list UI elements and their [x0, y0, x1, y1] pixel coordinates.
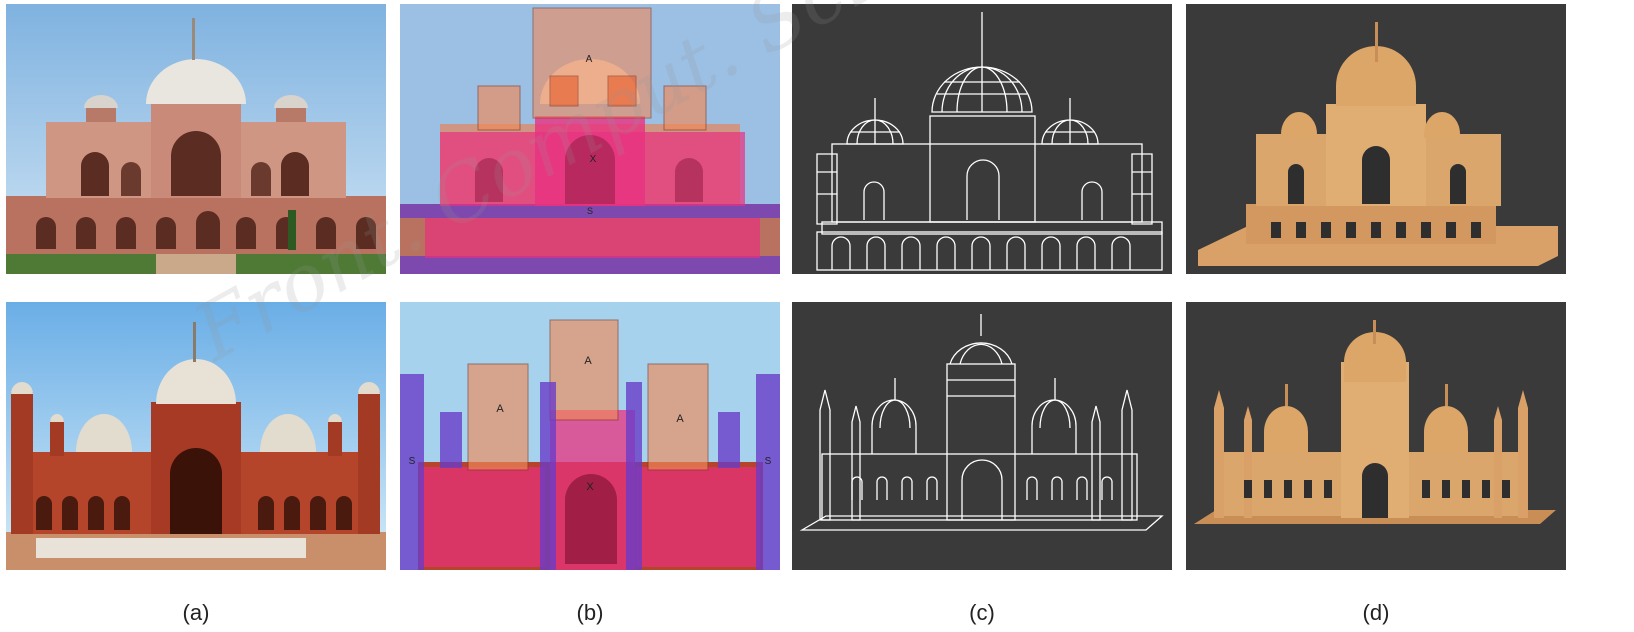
label-tower-badshahi-right: S — [765, 456, 772, 467]
solid-model-badshahi-mosque — [1186, 302, 1566, 570]
wireframe-humayun-tomb — [792, 4, 1172, 274]
label-dome-badshahi-right: A — [676, 413, 684, 425]
label-dome-badshahi-left: A — [496, 403, 504, 415]
photo-humayun-tomb — [6, 4, 386, 274]
label-tower-badshahi-left: S — [409, 456, 416, 467]
label-dome-badshahi-center: A — [584, 355, 592, 367]
label-wall-badshahi: X — [586, 481, 594, 493]
caption-a: (a) — [182, 600, 210, 625]
label-tower-humayun: S — [587, 206, 593, 216]
photo-badshahi-mosque — [6, 302, 386, 570]
caption-d: (d) — [1362, 600, 1390, 625]
segmented-badshahi-mosque: A A A X S S — [400, 302, 780, 570]
caption-c: (c) — [969, 600, 995, 625]
caption-b: (b) — [576, 600, 604, 625]
label-dome-humayun: A — [586, 54, 593, 65]
segmented-humayun-tomb: A X S — [400, 4, 780, 274]
solid-model-humayun-tomb — [1186, 4, 1566, 274]
label-wall-humayun: X — [590, 154, 597, 165]
wireframe-badshahi-mosque — [792, 302, 1172, 570]
